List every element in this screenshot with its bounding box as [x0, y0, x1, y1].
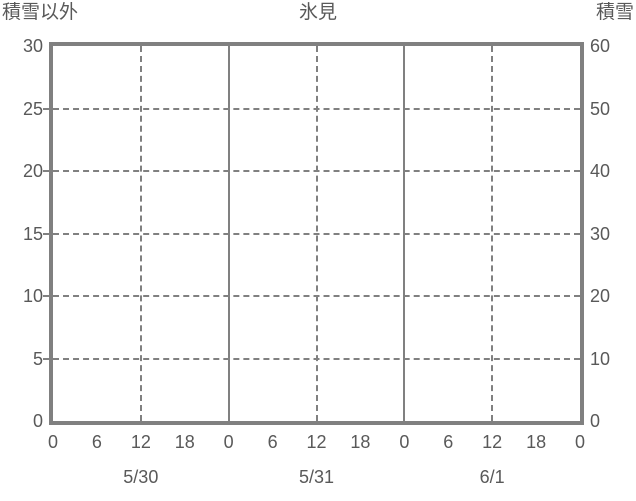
x-tick-label: 6	[443, 432, 454, 452]
left-axis-tick	[43, 107, 49, 110]
left-y-tick-label: 15	[22, 223, 43, 244]
x-axis-hour-labels: 0 6 12 18 0 6 12 18 0 6 12 18 0	[48, 432, 585, 456]
x-tick-label: 18	[174, 432, 195, 452]
right-axis-tick	[574, 107, 580, 110]
x-tick-label: 0	[399, 432, 410, 452]
x-tick-label: 0	[574, 432, 585, 452]
x-date-label: 5/31	[298, 467, 335, 487]
plot-gridlines-layer	[53, 46, 580, 421]
vertical-gridline	[315, 46, 318, 421]
right-y-tick-label: 30	[590, 223, 611, 244]
vertical-gridline	[139, 46, 142, 421]
x-tick-label: 12	[482, 432, 503, 452]
right-y-tick-label: 50	[590, 98, 611, 119]
left-axis-tick	[43, 295, 49, 297]
x-tick-label: 18	[526, 432, 547, 452]
vertical-gridline	[491, 46, 494, 421]
x-date-label: 6/1	[479, 467, 505, 487]
left-axis-title: 積雪以外	[2, 2, 79, 23]
x-tick-label: 12	[130, 432, 151, 452]
chart-title: 氷見	[298, 2, 337, 23]
right-y-tick-label: 0	[590, 411, 601, 431]
right-axis-title: 積雪	[595, 2, 634, 23]
left-y-tick-label: 0	[32, 411, 43, 431]
x-tick-label: 6	[91, 432, 102, 452]
left-y-tick-label: 30	[22, 36, 43, 56]
right-y-tick-label: 60	[590, 36, 611, 56]
right-axis-tick	[574, 232, 580, 235]
right-y-tick-label: 10	[590, 348, 611, 369]
right-axis-tick	[574, 170, 580, 172]
right-axis-tick	[574, 295, 580, 297]
left-axis-tick	[43, 232, 49, 235]
right-y-tick-label: 20	[590, 286, 611, 306]
right-y-tick-label: 40	[590, 161, 611, 181]
left-axis-tick	[43, 357, 49, 360]
x-tick-label: 0	[223, 432, 234, 452]
left-y-tick-label: 5	[32, 348, 43, 369]
x-tick-label: 6	[267, 432, 278, 452]
x-date-label: 5/30	[123, 467, 159, 487]
x-tick-label: 0	[47, 432, 58, 452]
right-axis-tick	[574, 357, 580, 360]
right-axis-tick-labels: 0 10 20 30 40 50 60	[590, 37, 636, 430]
left-y-tick-label: 10	[22, 286, 43, 306]
day-boundary-line	[227, 46, 230, 421]
left-axis-tick-labels: 0 5 10 15 20 25 30	[0, 37, 43, 430]
plot-area	[49, 42, 584, 425]
left-axis-tick	[43, 170, 49, 172]
x-axis-date-labels: 5/30 5/31 6/1	[49, 467, 584, 493]
x-tick-label: 18	[350, 432, 371, 452]
day-boundary-line	[403, 46, 406, 421]
left-y-tick-label: 25	[22, 98, 43, 119]
left-y-tick-label: 20	[22, 161, 43, 181]
x-tick-label: 12	[306, 432, 327, 452]
